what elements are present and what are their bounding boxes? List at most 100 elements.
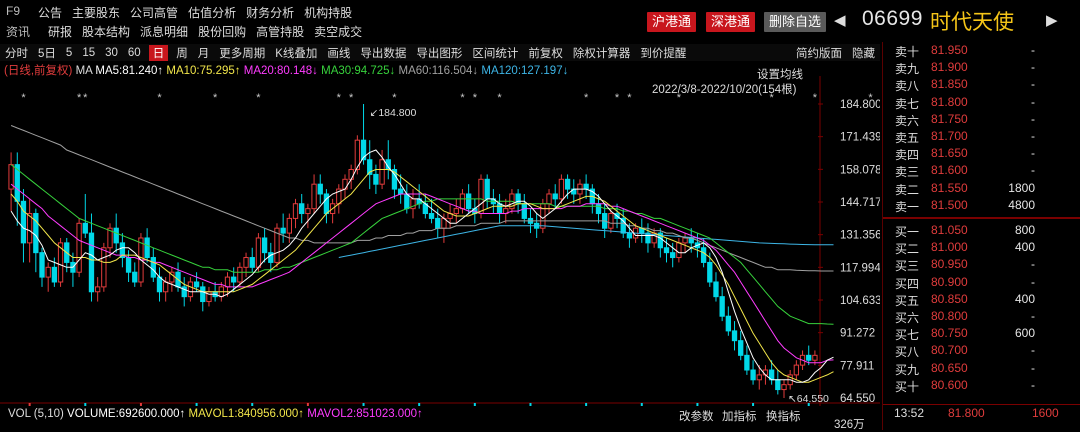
candle <box>39 247 45 287</box>
menu-item[interactable]: 主要股东 <box>72 6 121 20</box>
menu-item[interactable]: 估值分析 <box>188 6 237 20</box>
order-level-label: 卖四 <box>895 148 920 163</box>
volume-value: VOLUME:692600.000↑ <box>67 408 186 420</box>
top-menu: F9 公告 主要股东 公司高管 估值分析 财务分析 机构持股 资讯 研报 股本结构 派息明细 股份回… <box>0 0 1080 40</box>
candle <box>82 193 88 238</box>
event-marker-icon[interactable]: * <box>392 92 397 104</box>
toolbar-item[interactable]: 日 <box>148 44 169 61</box>
event-marker-icon[interactable]: * <box>584 92 589 104</box>
menu-item[interactable]: 股份回购 <box>198 25 247 39</box>
menu-item[interactable]: 公告 <box>38 6 63 20</box>
event-marker-icon[interactable]: * <box>460 92 465 104</box>
menu-item[interactable]: 财务分析 <box>246 6 295 20</box>
event-marker-icon[interactable]: * <box>497 92 502 104</box>
toolbar-item[interactable]: K线叠加 <box>275 47 318 60</box>
menu-item[interactable]: 高管持股 <box>256 25 305 39</box>
event-marker-icon[interactable]: * <box>349 92 354 104</box>
event-marker-icon[interactable]: * <box>337 92 342 104</box>
candle <box>713 272 719 302</box>
vol-label: VOL (5,10) <box>8 408 64 420</box>
kline-chart[interactable]: 184.800 171.439 158.078 144.717 131.356 117.9… <box>0 76 880 406</box>
hk-connect-sh-button[interactable]: 沪港通 <box>647 12 697 32</box>
event-marker-icon[interactable]: * <box>813 92 818 104</box>
toolbar-item[interactable]: 区间统计 <box>472 47 519 60</box>
menu-item[interactable]: 派息明细 <box>140 25 189 39</box>
toolbar-item[interactable]: 分时 <box>5 47 28 60</box>
event-marker-icon[interactable]: * <box>157 92 162 104</box>
event-marker-icon[interactable]: * <box>615 92 620 104</box>
order-price: 81.700 <box>931 129 968 143</box>
event-marker-icon[interactable]: * <box>213 92 218 104</box>
event-marker-icon[interactable]: * <box>769 92 774 104</box>
toolbar-item[interactable]: 周 <box>176 47 188 60</box>
toolbar-item[interactable]: 画线 <box>327 47 351 60</box>
toolbar-item[interactable]: 30 <box>105 46 118 59</box>
hk-connect-sz-button[interactable]: 深港通 <box>706 12 756 32</box>
menu-item[interactable]: 研报 <box>48 25 73 39</box>
candle <box>268 242 274 273</box>
ma-settings-button[interactable]: 设置均线 <box>757 69 803 81</box>
order-price: 81.750 <box>931 111 968 126</box>
switch-indicator-button[interactable]: 换指标 <box>766 411 801 423</box>
candle <box>76 218 82 278</box>
candle <box>336 184 342 214</box>
candle <box>231 267 237 292</box>
toolbar-item[interactable]: 到价提醒 <box>640 47 687 60</box>
toolbar-item[interactable]: 5日 <box>38 47 56 60</box>
menu-item[interactable]: 股本结构 <box>82 25 131 39</box>
event-marker-icon[interactable]: * <box>627 92 632 104</box>
add-indicator-button[interactable]: 加指标 <box>722 411 757 423</box>
ma60-line <box>10 125 834 272</box>
order-level-label: 买七 <box>895 328 920 343</box>
volume-bar <box>139 403 142 406</box>
volume-bar <box>28 403 31 406</box>
candle <box>261 228 268 263</box>
menu-item[interactable]: F9 <box>6 4 21 18</box>
next-stock-icon[interactable]: ▶ <box>1046 12 1058 29</box>
event-marker-icon[interactable]: * <box>677 92 682 104</box>
candle <box>738 330 744 361</box>
prev-stock-icon[interactable]: ◀ <box>834 12 846 29</box>
adjust-mode-label: (日线,前复权) <box>4 65 73 77</box>
menu-item[interactable]: 机构持股 <box>304 6 353 20</box>
change-params-button[interactable]: 改参数 <box>679 411 714 423</box>
event-marker-icon[interactable]: * <box>256 92 261 104</box>
volume-bar <box>696 403 699 406</box>
event-marker-icon[interactable]: * <box>868 92 873 104</box>
toolbar-item[interactable]: 60 <box>127 46 141 59</box>
event-marker-icon[interactable]: * <box>77 92 82 104</box>
candle <box>360 104 367 165</box>
toolbar-item[interactable]: 5 <box>65 46 73 59</box>
candle <box>94 277 101 302</box>
toolbar-item[interactable]: 导出图形 <box>416 47 463 60</box>
candle <box>169 267 175 292</box>
candle <box>206 286 212 307</box>
menu-item[interactable]: 公司高管 <box>130 6 179 20</box>
y-tick-label: 171.439 <box>840 132 880 144</box>
candle <box>453 198 459 224</box>
menu-item[interactable]: 资讯 <box>6 25 31 39</box>
toolbar-item[interactable]: 月 <box>197 47 210 60</box>
toolbar-item[interactable]: 除权计算器 <box>572 47 631 60</box>
toolbar-item[interactable]: 前复权 <box>528 47 563 60</box>
order-price: 81.050 <box>931 223 968 237</box>
menu-item[interactable]: 卖空成交 <box>314 25 363 39</box>
order-price: 80.950 <box>931 257 968 272</box>
order-level-label: 买八 <box>895 345 920 360</box>
remove-favorite-button[interactable]: 删除自选 <box>764 12 827 32</box>
event-marker-icon[interactable]: * <box>21 92 26 104</box>
event-marker-icon[interactable]: * <box>83 92 88 104</box>
candle <box>447 203 453 229</box>
order-level-label: 买三 <box>895 259 920 274</box>
toolbar-item[interactable]: 导出数据 <box>360 47 407 60</box>
volume-bar <box>473 403 476 406</box>
volume-axis-tick: 326万 <box>834 419 865 431</box>
toolbar-item[interactable]: 简约版面 <box>796 47 842 60</box>
ma-legend: (日线,前复权) MA MA5:81.240↑ MA10:75.295↑ MA2… <box>4 62 568 78</box>
event-marker-icon[interactable]: * <box>473 92 478 104</box>
toolbar-item[interactable]: 更多周期 <box>219 47 266 60</box>
candle <box>793 360 800 380</box>
order-price: 81.500 <box>931 197 968 212</box>
toolbar-item[interactable]: 隐藏 <box>852 47 875 60</box>
toolbar-item[interactable]: 15 <box>82 46 96 59</box>
